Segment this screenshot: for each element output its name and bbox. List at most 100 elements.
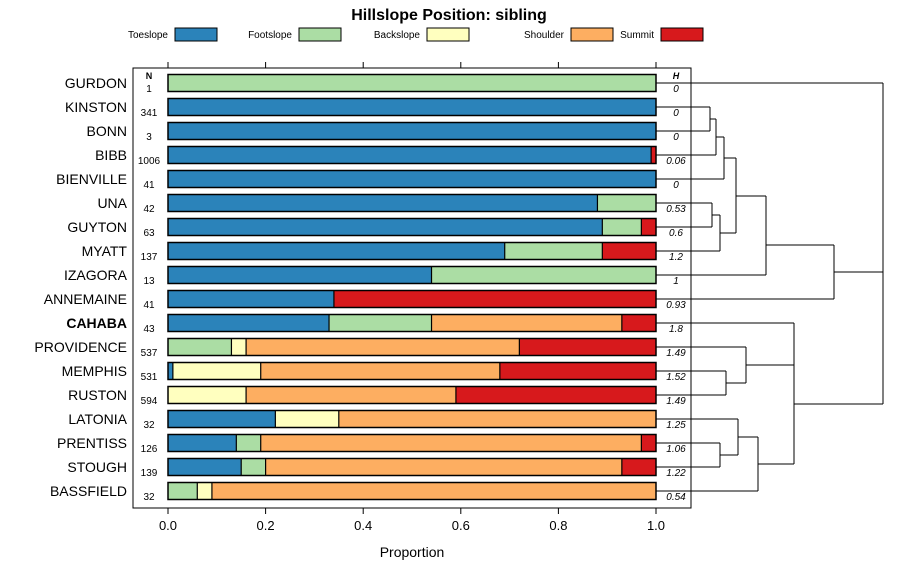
bar-segment-backslope: [172, 362, 261, 380]
row-n-value: 537: [141, 348, 158, 359]
bar-segment-toeslope: [168, 194, 598, 212]
row-n-value: 3: [146, 132, 152, 143]
row-label: UNA: [97, 195, 127, 211]
bar-segment-summit: [333, 290, 656, 308]
bar-segment-footslope: [602, 218, 642, 236]
row-label: ANNEMAINE: [44, 291, 127, 307]
row-n-value: 43: [143, 324, 155, 335]
row-label: BONN: [87, 123, 127, 139]
bar-segment-backslope: [197, 482, 212, 500]
bar-segment-footslope: [236, 434, 261, 452]
row-h-value: 1.52: [666, 372, 686, 383]
row-n-value: 13: [143, 276, 155, 287]
x-tick-label: 0.6: [452, 518, 470, 533]
bar-segment-footslope: [431, 266, 656, 284]
row-h-value: 1: [673, 276, 679, 287]
row-n-value: 32: [143, 420, 155, 431]
row-label: RUSTON: [68, 387, 127, 403]
bar-segment-summit: [519, 338, 656, 356]
row-h-value: 0: [673, 108, 679, 119]
row-h-value: 0.53: [666, 204, 686, 215]
row-h-value: 0: [673, 84, 679, 95]
row-h-value: 0.93: [666, 300, 686, 311]
legend-swatch: [570, 27, 614, 42]
bar-segment-summit: [621, 314, 656, 332]
row-n-value: 63: [143, 228, 155, 239]
row-h-value: 1.49: [666, 396, 686, 407]
bar-segment-footslope: [504, 242, 603, 260]
bar-segment-shoulder: [431, 314, 622, 332]
bar-segment-summit: [602, 242, 656, 260]
row-label: KINSTON: [65, 99, 127, 115]
bar-segment-toeslope: [168, 170, 656, 188]
bar-segment-toeslope: [168, 362, 173, 380]
bar-segment-shoulder: [265, 458, 622, 476]
legend-label: Toeslope: [128, 30, 168, 41]
legend-label: Shoulder: [524, 30, 565, 41]
row-n-value: 1: [146, 84, 152, 95]
legend-label: Footslope: [248, 30, 292, 41]
legend-swatch: [426, 27, 470, 42]
bar-segment-summit: [641, 218, 656, 236]
legend-label: Summit: [620, 30, 654, 41]
x-tick-label: 0.4: [354, 518, 372, 533]
bar-segment-footslope: [241, 458, 266, 476]
row-n-value: 41: [143, 180, 155, 191]
row-h-value: 0: [673, 180, 679, 191]
row-label: STOUGH: [67, 459, 127, 475]
n-header: N: [146, 71, 153, 81]
bar-segment-summit: [651, 146, 656, 164]
plot-frame: [132, 67, 692, 509]
bar-segment-shoulder: [246, 386, 456, 404]
bar-segment-footslope: [168, 338, 232, 356]
row-label: GUYTON: [67, 219, 127, 235]
bar-segment-shoulder: [260, 362, 500, 380]
row-n-value: 137: [141, 252, 158, 263]
row-h-value: 1.2: [669, 252, 683, 263]
chart-title: Hillslope Position: sibling: [351, 7, 547, 24]
row-n-value: 126: [141, 444, 158, 455]
x-tick-label: 0.2: [257, 518, 275, 533]
legend-swatch: [298, 27, 342, 42]
bar-segment-shoulder: [211, 482, 657, 500]
bar-segment-summit: [455, 386, 656, 404]
legend-swatch: [660, 27, 704, 42]
x-axis: 0.0 0.2 0.4 0.6 0.8 1.0: [159, 62, 665, 533]
row-h-value: 0.54: [666, 492, 686, 503]
bar-segment-toeslope: [168, 458, 242, 476]
bar-segment-toeslope: [168, 98, 656, 116]
dendrogram: [656, 82, 884, 492]
bar-segment-toeslope: [168, 314, 330, 332]
row-label: CAHABA: [66, 315, 127, 331]
bar-segment-toeslope: [168, 266, 432, 284]
bar-segment-shoulder: [246, 338, 520, 356]
row-n-value: 341: [141, 108, 158, 119]
bar-segment-footslope: [597, 194, 656, 212]
row-label: BIBB: [95, 147, 127, 163]
bar-segment-toeslope: [168, 146, 652, 164]
bar-segment-footslope: [168, 482, 198, 500]
row-h-value: 1.49: [666, 348, 686, 359]
row-h-value: 1.22: [666, 468, 686, 479]
bar-segment-backslope: [168, 386, 247, 404]
bar-segment-footslope: [329, 314, 432, 332]
x-tick-label: 0.0: [159, 518, 177, 533]
row-h-value: 1.25: [666, 420, 686, 431]
bar-segment-toeslope: [168, 410, 276, 428]
row-label: PRENTISS: [57, 435, 127, 451]
row-label: BIENVILLE: [56, 171, 127, 187]
row-label: LATONIA: [68, 411, 127, 427]
row-h-value: 0.06: [666, 156, 686, 167]
legend-label: Backslope: [374, 30, 421, 41]
x-tick-label: 0.8: [549, 518, 567, 533]
row-label: MYATT: [82, 243, 128, 259]
row-n-value: 594: [141, 396, 158, 407]
bar-segment-toeslope: [168, 290, 334, 308]
bar-segment-summit: [499, 362, 656, 380]
x-axis-label: Proportion: [380, 544, 445, 560]
bar-segment-shoulder: [338, 410, 656, 428]
bar-segment-toeslope: [168, 218, 603, 236]
h-header: H: [673, 71, 680, 81]
row-n-value: 42: [143, 204, 155, 215]
